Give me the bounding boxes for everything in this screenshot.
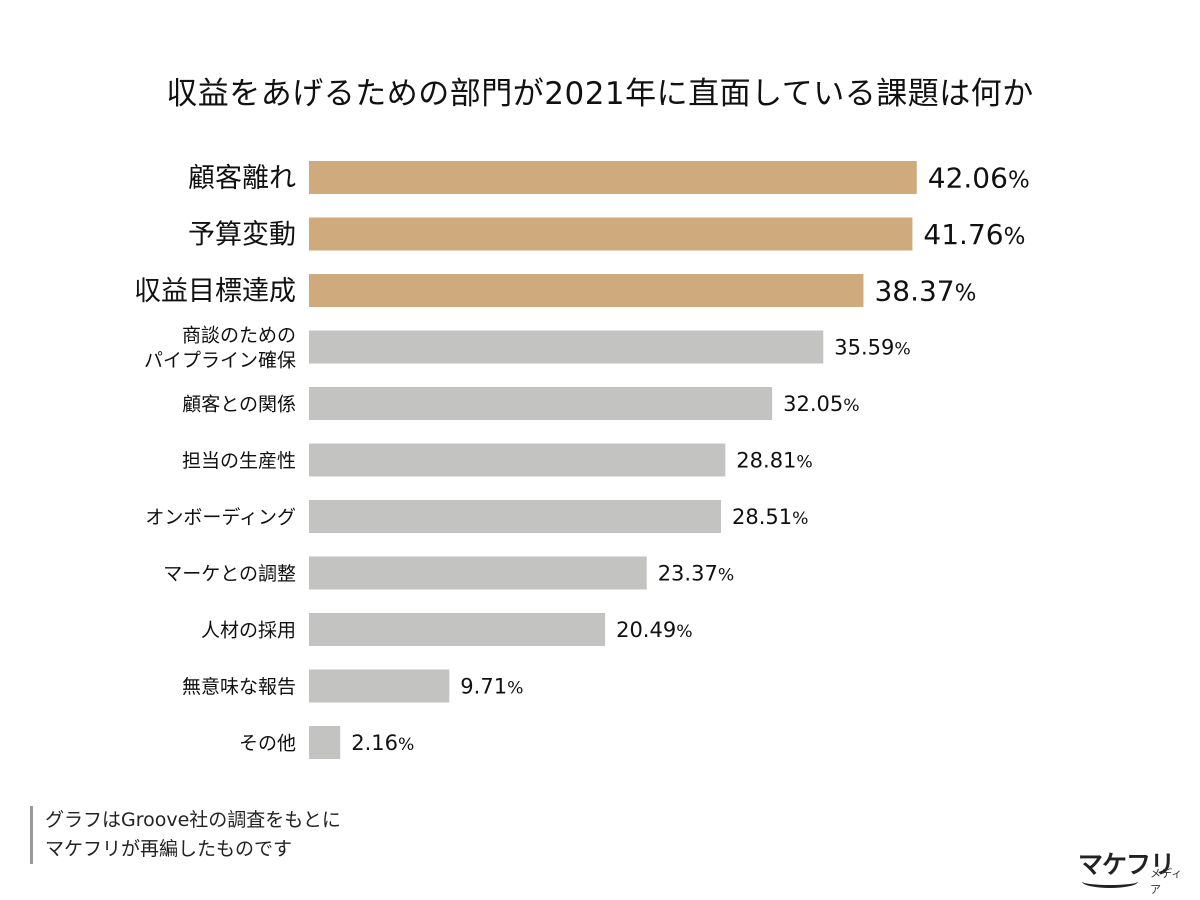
category-label-5: 顧客との関係 — [182, 393, 296, 415]
bar-6 — [309, 443, 726, 477]
value-label-10: 9.71% — [460, 675, 523, 699]
value-label-7: 28.51% — [732, 505, 808, 529]
category-label-2: 予算変動 — [188, 220, 296, 251]
source-note-line-1: グラフはGroove社の調査をもとに — [45, 809, 341, 831]
chart-title: 収益をあげるための部門が2021年に直面している課題は何か — [166, 76, 1034, 112]
category-label-9: 人材の採用 — [201, 619, 296, 641]
bar-7 — [309, 500, 721, 533]
brand-logo: マケフリ メディア — [1078, 845, 1188, 896]
value-label-9: 20.49% — [616, 618, 692, 642]
bar-1 — [309, 161, 917, 194]
bar-chart: 顧客離れ 42.06% 予算変動 41.76% 収益目標達成 38.37% 商談のためのパイ… — [134, 161, 1030, 759]
category-label-7: オンボーディング — [145, 506, 296, 528]
value-label-3: 38.37% — [874, 275, 976, 308]
bar-5 — [309, 387, 773, 420]
bar-10 — [309, 669, 450, 703]
category-label-3: 収益目標達成 — [134, 276, 296, 307]
brand-subtitle: メディア — [1150, 867, 1183, 896]
bar-11 — [309, 726, 341, 759]
bar-2 — [309, 217, 913, 251]
bar-3 — [309, 274, 864, 307]
source-note-line-2: マケフリが再編したものです — [45, 838, 293, 860]
category-label-10: 無意味な報告 — [182, 676, 296, 698]
category-label-4: 商談のためのパイプライン確保 — [144, 324, 296, 371]
brand-smile-mark — [1082, 875, 1138, 888]
value-label-6: 28.81% — [736, 449, 812, 473]
category-label-6: 担当の生産性 — [182, 450, 296, 472]
bar-4 — [309, 330, 824, 364]
value-label-4: 35.59% — [834, 336, 910, 360]
value-label-11: 2.16% — [351, 731, 414, 755]
value-label-2: 41.76% — [923, 218, 1025, 251]
source-note: グラフはGroove社の調査をもとに マケフリが再編したものです — [30, 806, 341, 864]
value-label-5: 32.05% — [783, 392, 859, 416]
category-label-1: 顧客離れ — [188, 163, 296, 194]
bar-9 — [309, 613, 606, 646]
value-label-8: 23.37% — [658, 562, 734, 586]
value-label-1: 42.06% — [928, 162, 1030, 195]
bar-8 — [309, 556, 647, 590]
category-label-8: マーケとの調整 — [163, 563, 296, 585]
category-label-11: その他 — [239, 732, 296, 754]
